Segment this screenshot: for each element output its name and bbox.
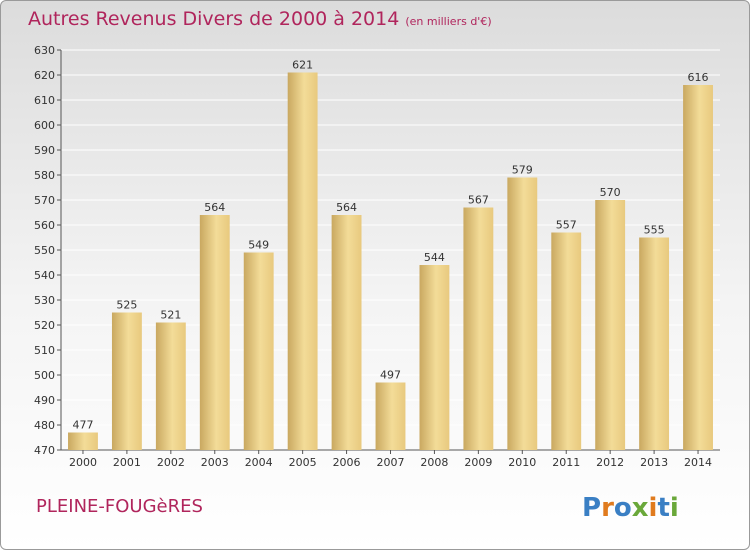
chart-unit-subtitle: (en milliers d'€) (405, 15, 492, 28)
y-tick-label: 600 (34, 119, 55, 132)
x-tick-label: 2010 (508, 456, 536, 469)
y-tick-label: 530 (34, 294, 55, 307)
x-tick-label: 2001 (113, 456, 141, 469)
x-tick-label: 2014 (684, 456, 712, 469)
bar (683, 85, 713, 450)
x-tick-label: 2009 (464, 456, 492, 469)
y-tick-label: 580 (34, 169, 55, 182)
x-tick-label: 2004 (245, 456, 273, 469)
bar (155, 322, 186, 450)
x-tick-label: 2005 (289, 456, 317, 469)
bar (595, 200, 626, 450)
bar-value-label: 616 (688, 71, 709, 84)
x-tick-label: 2006 (333, 456, 361, 469)
bar (419, 265, 450, 450)
proxiti-logo: Proxiti (582, 493, 679, 523)
x-tick-label: 2011 (552, 456, 580, 469)
x-tick-label: 2012 (596, 456, 624, 469)
bar-value-label: 477 (72, 419, 93, 432)
y-tick-label: 560 (34, 219, 55, 232)
commune-name: PLEINE-FOUGèRES (36, 496, 203, 517)
y-tick-label: 510 (34, 344, 55, 357)
bar-value-label: 564 (336, 201, 357, 214)
y-tick-label: 620 (34, 69, 55, 82)
bar (507, 177, 538, 450)
bar (111, 312, 142, 450)
x-tick-label: 2002 (157, 456, 185, 469)
x-tick-label: 2000 (69, 456, 97, 469)
bar (199, 215, 230, 450)
chart-title: Autres Revenus Divers de 2000 à 2014 (en … (28, 8, 492, 30)
bar-value-label: 570 (600, 186, 621, 199)
chart-title-text: Autres Revenus Divers de 2000 à 2014 (28, 8, 400, 30)
bar-value-label: 621 (292, 59, 313, 72)
x-tick-label: 2007 (377, 456, 405, 469)
bar-value-label: 544 (424, 251, 445, 264)
bar-value-label: 579 (512, 164, 533, 177)
bar (243, 252, 274, 450)
y-tick-label: 570 (34, 194, 55, 207)
svg-text:Proxiti: Proxiti (582, 493, 679, 523)
bar-value-label: 521 (160, 309, 181, 322)
bar-value-label: 497 (380, 369, 401, 382)
bar (375, 382, 406, 450)
bar (551, 232, 582, 450)
y-tick-label: 550 (34, 244, 55, 257)
y-tick-label: 630 (34, 44, 55, 57)
bar-value-label: 567 (468, 194, 489, 207)
y-tick-label: 490 (34, 394, 55, 407)
bar (68, 432, 98, 450)
x-tick-label: 2008 (420, 456, 448, 469)
y-tick-label: 470 (34, 444, 55, 457)
bar (463, 207, 494, 450)
y-tick-label: 590 (34, 144, 55, 157)
y-tick-label: 610 (34, 94, 55, 107)
y-tick-label: 480 (34, 419, 55, 432)
y-tick-label: 540 (34, 269, 55, 282)
bar-value-label: 549 (248, 239, 269, 252)
bar-value-label: 525 (116, 299, 137, 312)
bar-value-label: 557 (556, 219, 577, 232)
bar (331, 215, 362, 450)
bar-value-label: 564 (204, 201, 225, 214)
y-tick-label: 520 (34, 319, 55, 332)
y-tick-label: 500 (34, 369, 55, 382)
x-tick-label: 2003 (201, 456, 229, 469)
bar-value-label: 555 (644, 224, 665, 237)
bar (287, 72, 318, 450)
x-tick-label: 2013 (640, 456, 668, 469)
bar (639, 237, 670, 450)
